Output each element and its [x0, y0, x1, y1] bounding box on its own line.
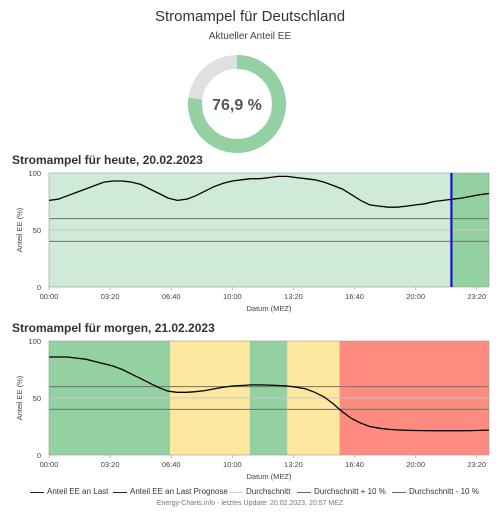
x-tick-label: 23:20 — [467, 460, 486, 469]
y-tick-label: 0 — [37, 451, 41, 460]
chart-tomorrow: 00:00 03:20 06:40 10:00 13:20 16:40 20:00 23:20… — [15, 337, 490, 481]
legend-swatch — [297, 492, 311, 493]
page-subtitle: Aktueller Anteil EE — [208, 31, 292, 42]
x-tick-label: 06:40 — [162, 460, 181, 469]
page-title: Stromampel für Deutschland — [154, 8, 346, 25]
x-tick-label: 13:20 — [284, 292, 303, 301]
x-axis-label: Datum (MEZ) — [247, 304, 293, 313]
legend-label: Anteil EE an Last — [47, 487, 109, 496]
series-line-1 — [452, 192, 490, 200]
x-tick-label: 03:20 — [101, 460, 120, 469]
x-tick-label: 20:00 — [406, 460, 425, 469]
legend-swatch — [392, 492, 406, 493]
legend-label: Durchschnitt + 10 % — [314, 487, 386, 496]
y-tick-label: 100 — [28, 169, 41, 178]
x-tick-label: 16:40 — [345, 460, 364, 469]
y-axis-label: Anteil EE (%) — [15, 207, 24, 252]
x-tick-label: 13:20 — [284, 460, 303, 469]
y-tick-label: 50 — [33, 226, 41, 235]
legend-label: Durchschnitt — [246, 487, 291, 496]
legend-label: Durchschnitt - 10 % — [409, 487, 479, 496]
y-axis-label: Anteil EE (%) — [15, 375, 24, 420]
x-axis-label: Datum (MEZ) — [247, 472, 293, 481]
legend-swatch — [30, 492, 44, 493]
gauge-fill — [188, 55, 286, 153]
series-line-0 — [49, 356, 490, 432]
y-tick-label: 50 — [33, 394, 41, 403]
y-tick-label: 100 — [28, 337, 41, 346]
chart-today-title: Stromampel für heute, 20.02.2023 — [12, 153, 203, 167]
x-tick-label: 00:00 — [40, 460, 59, 469]
x-tick-label: 06:40 — [162, 292, 181, 301]
series-line-0 — [48, 175, 453, 208]
x-tick-label: 10:00 — [223, 460, 242, 469]
y-tick-label: 0 — [37, 283, 41, 292]
gauge-value-label: 76,9 % — [212, 97, 262, 114]
x-tick-label: 20:00 — [406, 292, 425, 301]
legend-swatch — [113, 492, 127, 493]
chart-legend: Anteil EE an Last Anteil EE an Last Prog… — [0, 487, 500, 501]
x-tick-label: 16:40 — [345, 292, 364, 301]
x-tick-label: 10:00 — [223, 292, 242, 301]
plot-frame — [48, 172, 490, 288]
renewable-share-gauge: 76,9 % — [188, 55, 286, 153]
legend-label: Anteil EE an Last Prognose — [130, 487, 228, 496]
x-tick-label: 00:00 — [40, 292, 59, 301]
chart-today: 00:00 03:20 06:40 10:00 13:20 16:40 20:00 23:20… — [15, 169, 490, 313]
legend-swatch — [229, 492, 243, 493]
chart-tomorrow-title: Stromampel für morgen, 21.02.2023 — [12, 321, 215, 335]
x-tick-label: 03:20 — [101, 292, 120, 301]
plot-frame — [48, 340, 490, 456]
footer-update-info: Energy-Charts.info - letztes Update: 20.… — [156, 500, 344, 507]
x-tick-label: 23:20 — [467, 292, 486, 301]
